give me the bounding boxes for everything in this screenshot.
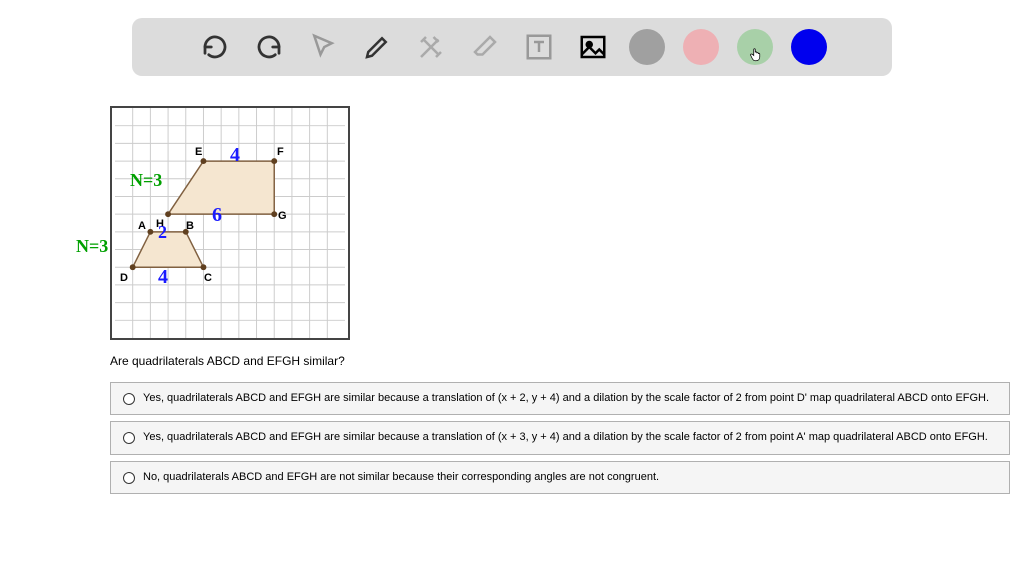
color-pink[interactable]	[683, 29, 719, 65]
label-f: F	[277, 146, 284, 158]
undo-button[interactable]	[197, 29, 233, 65]
question-text: Are quadrilaterals ABCD and EFGH similar…	[110, 354, 1024, 368]
answer-option[interactable]: Yes, quadrilaterals ABCD and EFGH are si…	[110, 382, 1010, 415]
image-tool[interactable]	[575, 29, 611, 65]
label-h: H	[156, 218, 164, 230]
pointer-tool[interactable]	[305, 29, 341, 65]
color-blue[interactable]	[791, 29, 827, 65]
pencil-tool[interactable]	[359, 29, 395, 65]
radio-icon[interactable]	[123, 472, 135, 484]
tools-button[interactable]	[413, 29, 449, 65]
color-gray[interactable]	[629, 29, 665, 65]
answer-option[interactable]: Yes, quadrilaterals ABCD and EFGH are si…	[110, 421, 1010, 454]
answer-text: No, quadrilaterals ABCD and EFGH are not…	[143, 470, 659, 485]
answer-text: Yes, quadrilaterals ABCD and EFGH are si…	[143, 391, 989, 406]
label-g: G	[278, 210, 287, 222]
text-tool[interactable]	[521, 29, 557, 65]
eraser-tool[interactable]	[467, 29, 503, 65]
answer-option[interactable]: No, quadrilaterals ABCD and EFGH are not…	[110, 461, 1010, 494]
label-d: D	[120, 272, 128, 284]
label-b: B	[186, 220, 194, 232]
annotation-n3-abcd: N=3	[76, 236, 108, 257]
label-a: A	[138, 220, 146, 232]
answer-text: Yes, quadrilaterals ABCD and EFGH are si…	[143, 430, 988, 445]
radio-icon[interactable]	[123, 432, 135, 444]
label-e: E	[195, 146, 202, 158]
label-c: C	[204, 272, 212, 284]
radio-icon[interactable]	[123, 393, 135, 405]
answer-list: Yes, quadrilaterals ABCD and EFGH are si…	[110, 382, 1010, 494]
hand-cursor-icon	[747, 45, 765, 63]
grid-svg	[112, 108, 348, 338]
question-content: E F H G A B D C 4 6 2 4 N=3 N=3 Are quad…	[0, 106, 1024, 494]
color-green[interactable]	[737, 29, 773, 65]
coordinate-graph: E F H G A B D C 4 6 2 4 N=3 N=3	[110, 106, 350, 340]
redo-button[interactable]	[251, 29, 287, 65]
drawing-toolbar	[132, 18, 892, 76]
